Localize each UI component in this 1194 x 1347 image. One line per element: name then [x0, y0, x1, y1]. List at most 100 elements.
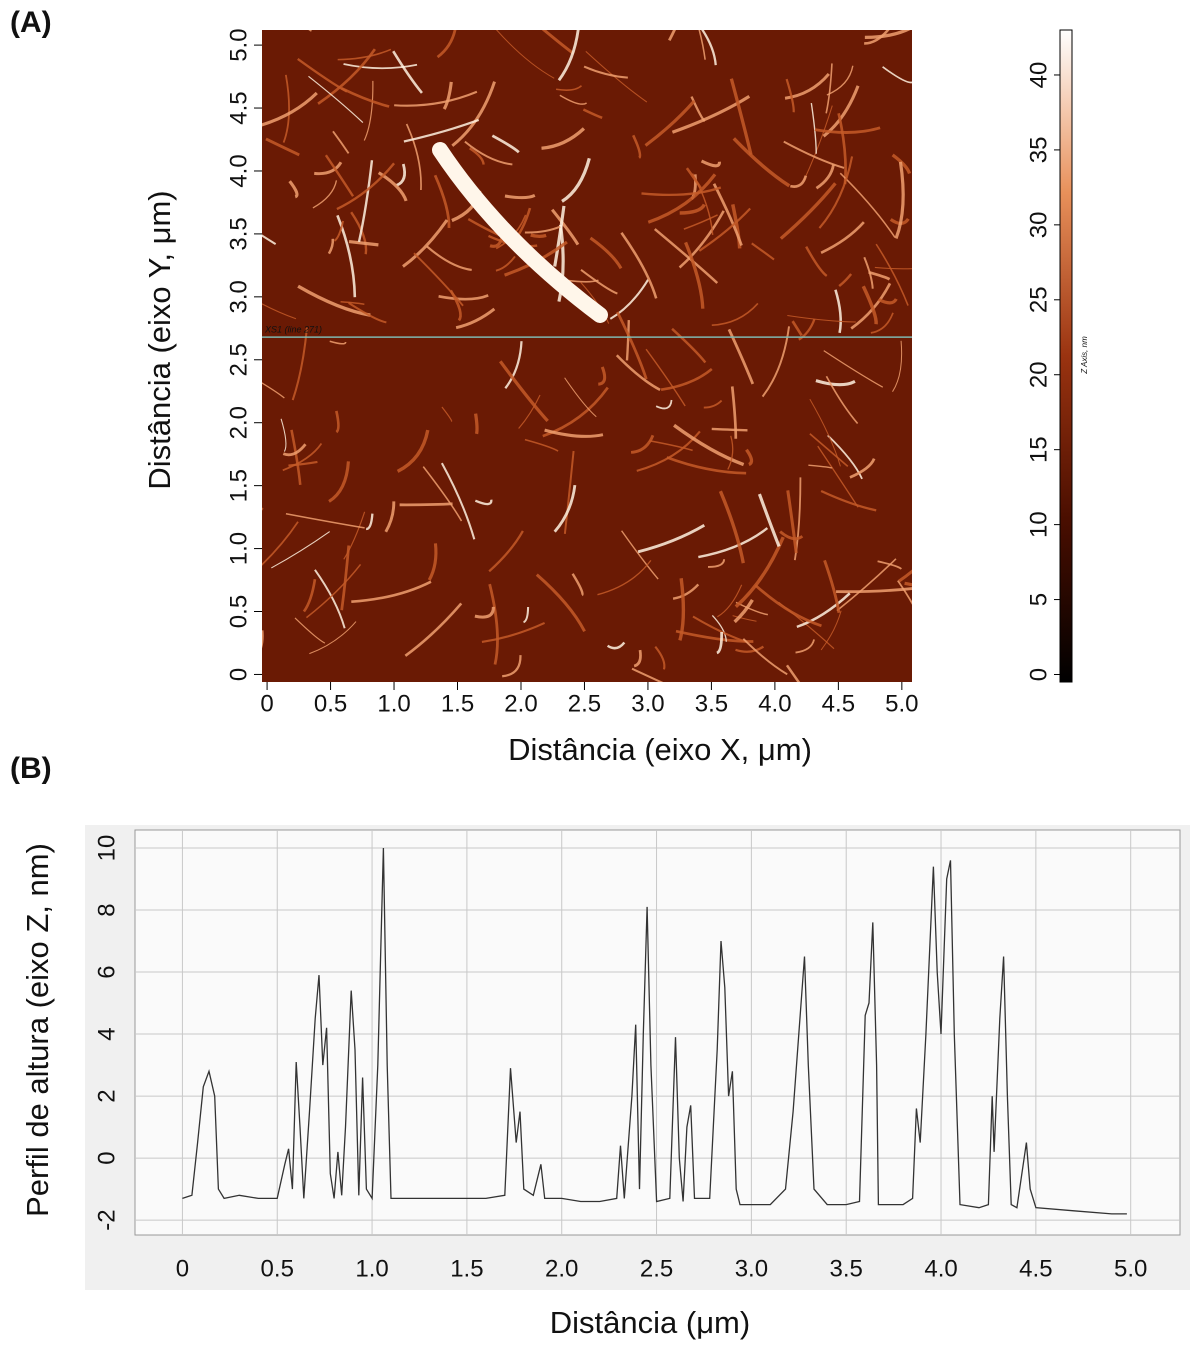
- fibril: [337, 48, 392, 61]
- fibril: [791, 320, 803, 337]
- fibril: [308, 75, 364, 124]
- fibril: [671, 327, 707, 364]
- fibril: [826, 65, 854, 96]
- fibril: [564, 377, 597, 418]
- fibril: [861, 285, 878, 325]
- x-tick-label: 3.0: [631, 690, 664, 717]
- fibril: [786, 490, 798, 554]
- fibril: [727, 328, 755, 385]
- fibril: [285, 512, 365, 529]
- panel-label: (A): [10, 6, 52, 39]
- fibril: [731, 204, 742, 249]
- fibril: [495, 255, 516, 272]
- fibril: [262, 91, 318, 127]
- fibril: [504, 341, 523, 389]
- colorbar-tick-label: 35: [1025, 137, 1052, 164]
- fibril: [282, 443, 307, 457]
- y-tick-label: 3.5: [225, 217, 252, 250]
- fibril: [518, 394, 541, 429]
- x-tick-label: 0.5: [261, 1255, 294, 1282]
- fibril: [700, 159, 721, 168]
- fibril: [877, 298, 898, 305]
- fibril: [563, 450, 575, 534]
- fibril: [502, 655, 522, 678]
- fibril: [553, 484, 577, 533]
- profile-label: XS1 (line 271): [264, 324, 322, 334]
- fibril: [701, 30, 717, 66]
- afm-image: [262, 30, 912, 682]
- fibril: [803, 105, 833, 181]
- fibril: [727, 435, 734, 470]
- fibril: [798, 318, 816, 341]
- fibril: [474, 499, 493, 506]
- fibril: [262, 303, 297, 320]
- fibril: [790, 175, 808, 188]
- fibril: [822, 85, 860, 138]
- fibril: [553, 205, 566, 267]
- fibril: [302, 579, 317, 613]
- fibril: [808, 464, 833, 469]
- fibril: [340, 545, 351, 611]
- fibril: [440, 462, 476, 540]
- y-tick-label: 6: [93, 965, 120, 978]
- fibril: [335, 410, 340, 434]
- fibril: [350, 211, 368, 255]
- fibril: [616, 311, 648, 380]
- fibril: [535, 573, 586, 633]
- fibril: [711, 614, 727, 642]
- fibril: [491, 134, 520, 154]
- fibril: [262, 382, 285, 399]
- fibril: [809, 398, 841, 467]
- fibril: [436, 30, 457, 59]
- colorbar-tick-label: 15: [1025, 436, 1052, 463]
- fibril: [875, 243, 909, 306]
- fibril: [357, 160, 374, 243]
- fibril: [810, 102, 817, 154]
- fibril: [818, 156, 854, 229]
- fibril: [632, 134, 642, 159]
- x-tick-label: 1.0: [377, 690, 410, 717]
- x-tick-label: 2.0: [504, 690, 537, 717]
- fibril: [343, 511, 366, 560]
- fibril: [784, 73, 830, 100]
- fibril: [523, 606, 530, 624]
- x-axis-label: Distância (μm): [550, 1305, 750, 1340]
- fibril: [751, 242, 775, 261]
- fibril: [571, 573, 584, 597]
- fibril: [451, 81, 496, 147]
- fibril: [621, 530, 659, 580]
- height-profile: [182, 847, 1127, 1215]
- fibril: [783, 140, 845, 169]
- fibril: [633, 649, 642, 668]
- x-tick-label: 1.5: [450, 1255, 483, 1282]
- fibril: [703, 399, 723, 409]
- fibril: [396, 163, 406, 187]
- fibril: [795, 639, 815, 654]
- fibril: [683, 214, 718, 230]
- fibril: [312, 180, 338, 209]
- fibril: [815, 164, 835, 190]
- fibril: [894, 161, 905, 240]
- fibril: [403, 118, 480, 143]
- fibril: [779, 182, 837, 240]
- fibril: [309, 621, 357, 655]
- fibril: [796, 592, 851, 629]
- y-tick-label: 10: [93, 835, 120, 862]
- fibril: [666, 456, 747, 475]
- y-axis-label: Perfil de altura (eixo Z, nm): [20, 843, 55, 1217]
- fibril: [716, 631, 724, 655]
- fibril: [757, 493, 781, 548]
- colorbar-tick-label: 20: [1025, 361, 1052, 388]
- fibril: [707, 559, 726, 568]
- fibril: [488, 583, 499, 665]
- fibril: [729, 78, 753, 156]
- fibril: [336, 162, 396, 211]
- fibril: [671, 94, 751, 134]
- fibril: [583, 65, 628, 79]
- y-axis-label: Distância (eixo Y, μm): [142, 190, 177, 489]
- fibril: [541, 127, 586, 150]
- fibril: [396, 429, 430, 473]
- fibril: [442, 81, 453, 110]
- fibril: [647, 173, 717, 224]
- fibril: [820, 489, 877, 512]
